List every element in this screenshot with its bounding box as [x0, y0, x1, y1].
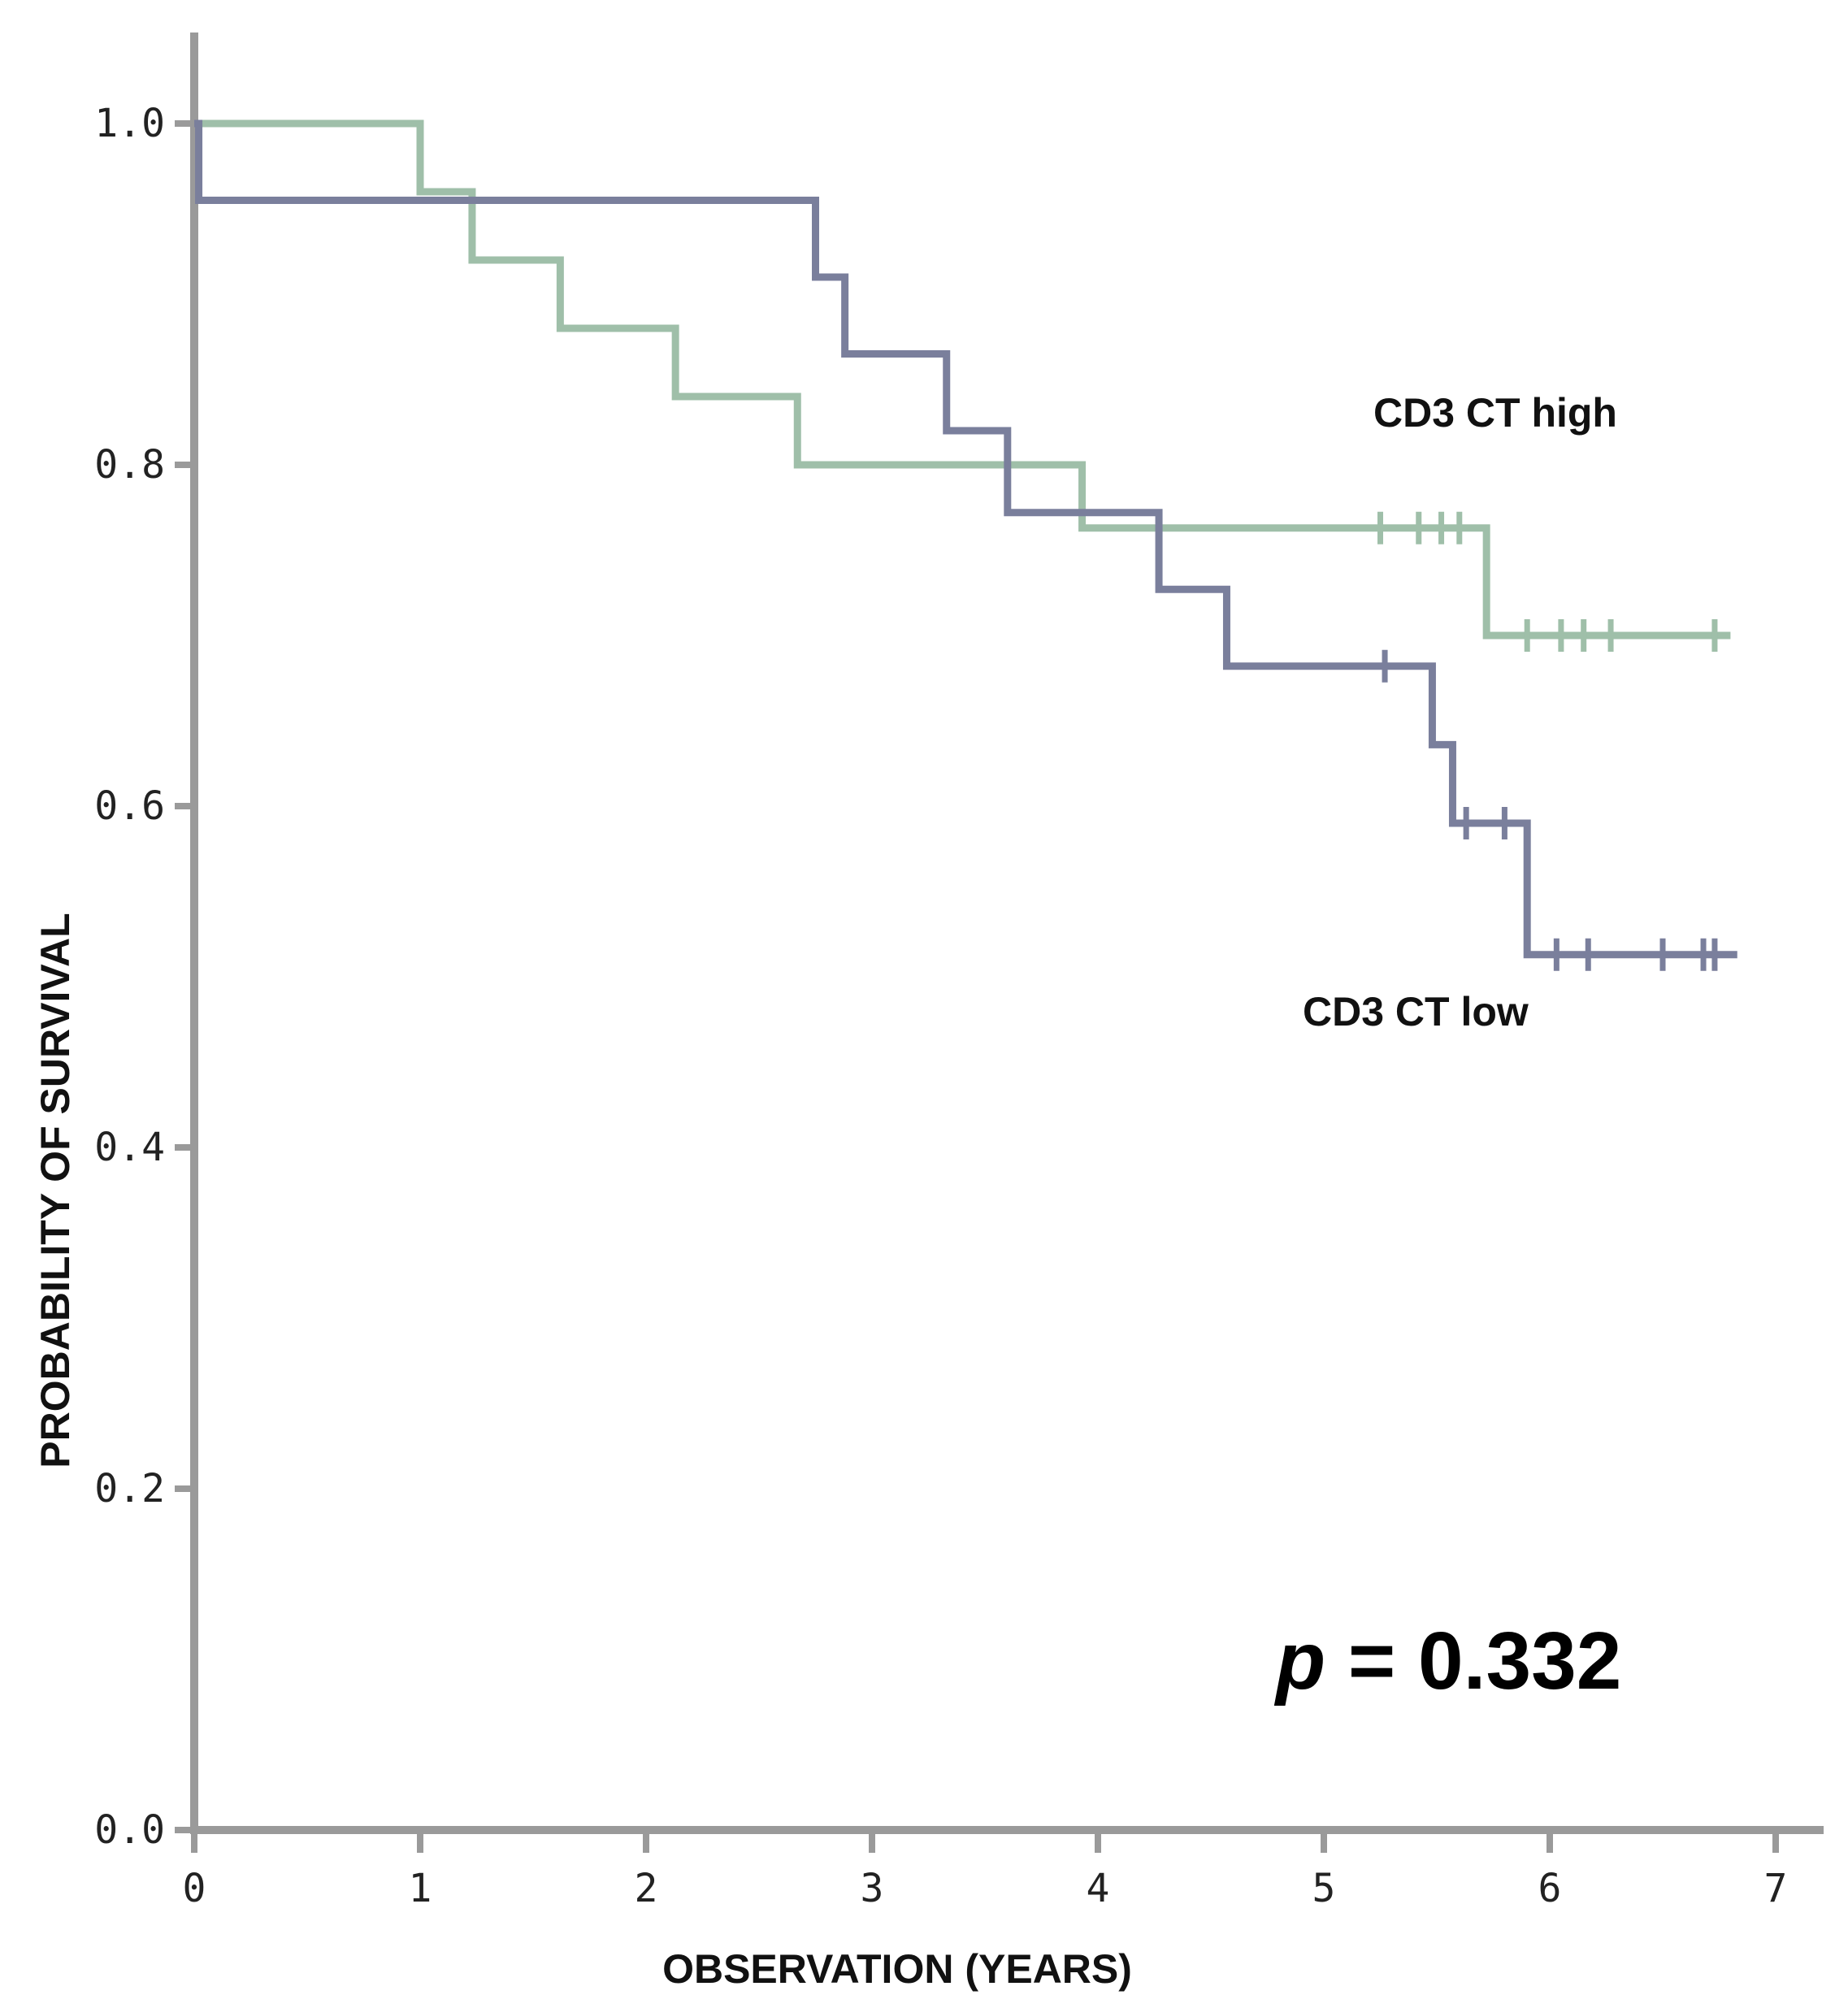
series	[194, 119, 1737, 971]
p-value-symbol: p	[1273, 1616, 1325, 1707]
x-ticks: 0 1 2 3 4 5 6 7	[183, 1830, 1788, 1911]
y-tick-label: 0.2	[94, 1466, 165, 1511]
series-cd3-ct-high	[194, 119, 1731, 652]
axes: 0 1 2 3 4 5 6 7 0.0 0.2 0.4 0.6 0.8 1.0	[94, 33, 1824, 1911]
survival-curve-cd3-ct-high	[194, 119, 1731, 640]
series-label-cd3-ct-low: CD3 CT low	[1303, 989, 1529, 1034]
series-cd3-ct-low	[194, 119, 1737, 971]
y-axis-title: PROBABILITY OF SURVIVAL	[33, 913, 78, 1468]
x-axis-title: OBSERVATION (YEARS)	[662, 1946, 1132, 1992]
y-ticks: 0.0 0.2 0.4 0.6 0.8 1.0	[94, 101, 194, 1853]
x-tick-label: 4	[1087, 1866, 1110, 1911]
y-tick-label: 0.6	[94, 783, 165, 829]
series-label-cd3-ct-high: CD3 CT high	[1373, 390, 1617, 436]
y-tick-label: 1.0	[94, 101, 165, 146]
survival-curve-cd3-ct-low	[194, 119, 1737, 959]
y-tick-label: 0.4	[94, 1125, 165, 1170]
x-tick-label: 7	[1764, 1866, 1788, 1911]
x-tick-label: 2	[635, 1866, 658, 1911]
x-tick-label: 0	[183, 1866, 206, 1911]
x-tick-label: 6	[1538, 1866, 1562, 1911]
x-tick-label: 5	[1312, 1866, 1336, 1911]
y-tick-label: 0.0	[94, 1807, 165, 1853]
y-tick-label: 0.8	[94, 442, 165, 488]
p-value: p = 0.332	[1273, 1616, 1621, 1707]
x-tick-label: 1	[409, 1866, 432, 1911]
x-tick-label: 3	[861, 1866, 884, 1911]
p-value-text: = 0.332	[1325, 1616, 1621, 1707]
